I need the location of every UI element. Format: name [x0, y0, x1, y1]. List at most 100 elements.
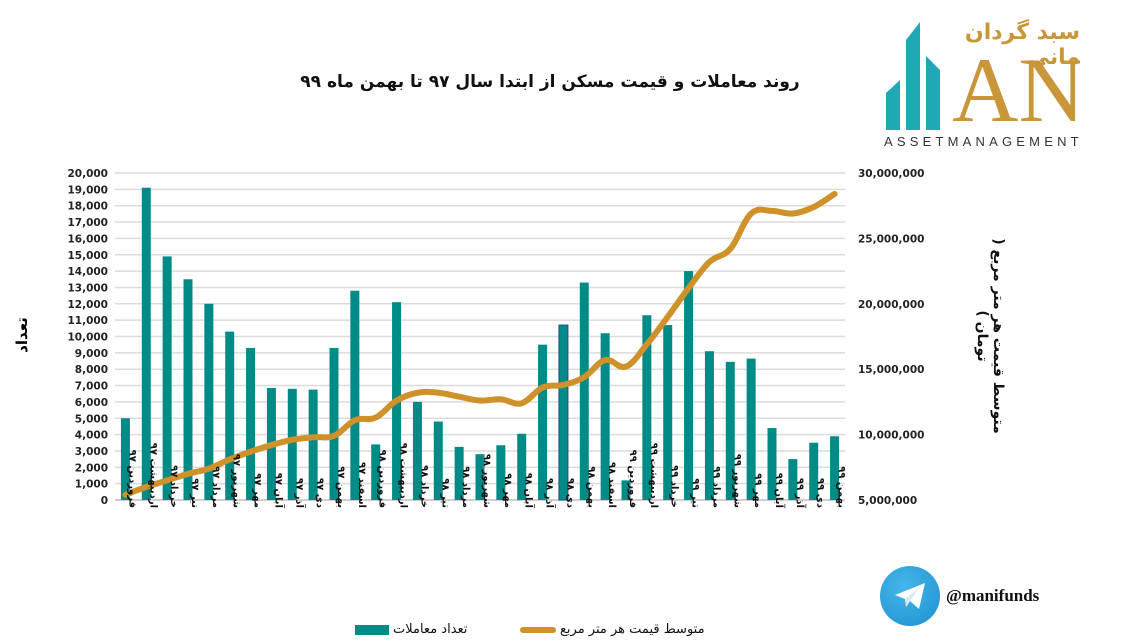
bar-17[interactable] [454, 446, 464, 500]
y-tick-label: 11,000 [67, 315, 108, 327]
bar-12[interactable] [350, 290, 360, 500]
bar-4[interactable] [183, 279, 193, 500]
y-tick-label: 20,000 [67, 168, 108, 180]
line-series [122, 190, 838, 498]
legend-line-label: متوسط قیمت هر متر مربع [560, 622, 705, 637]
bar-22[interactable] [558, 324, 569, 501]
y-tick-label: 8,000 [75, 364, 108, 376]
bar-29[interactable] [704, 351, 714, 500]
logo-bars-icon [886, 22, 940, 130]
bar-9[interactable] [287, 388, 297, 500]
y-tick-label: 13,000 [67, 282, 108, 294]
mani-logo: سبد گردان مانی ANI ASSETMANAGEMENT [880, 18, 1080, 153]
bar-11[interactable] [329, 347, 339, 500]
x-tick-label: دی ۹۸ [564, 478, 575, 508]
x-tick-label: شهریور ۹۸ [481, 454, 492, 508]
y-right-tick-label: 30,000,000 [858, 168, 924, 180]
x-tick-label: آبان ۹۷ [272, 473, 285, 509]
y-tick-label: 18,000 [67, 201, 108, 213]
logo-persian-name: سبد گردان مانی [964, 20, 1080, 70]
bar-6[interactable] [225, 331, 235, 500]
x-tick-label: خرداد ۹۹ [669, 465, 680, 508]
y-tick-label: 6,000 [75, 397, 108, 409]
bar-31[interactable] [746, 358, 756, 500]
bar-5[interactable] [204, 303, 214, 500]
x-tick-label: مرداد ۹۷ [210, 466, 221, 508]
y-tick-label: 15,000 [67, 250, 108, 262]
legend-item-bars: تعداد معاملات [355, 622, 467, 637]
bar-25[interactable] [621, 480, 631, 500]
y-tick-label: 0 [101, 495, 108, 507]
x-tick-label: فروردین ۹۹ [627, 450, 638, 508]
left-y-ticks: 0 1,000 2,000 3,000 4,000 5,000 6,000 7,000 8,00… [67, 168, 108, 507]
bar-28[interactable] [684, 271, 694, 500]
bar-21[interactable] [538, 344, 548, 500]
bar-32[interactable] [767, 428, 777, 500]
y-tick-label: 19,000 [67, 184, 108, 196]
bar-19[interactable] [496, 445, 506, 500]
x-tick-label: اردیبهشت ۹۸ [398, 443, 409, 508]
bar-20[interactable] [517, 433, 527, 500]
bar-7[interactable] [246, 347, 256, 500]
x-tick-label: فروردین ۹۷ [126, 450, 137, 508]
bar-3[interactable] [162, 256, 172, 500]
logo-subtitle: ASSETMANAGEMENT [884, 134, 1080, 149]
telegram-handle[interactable]: @manifunds [946, 586, 1040, 605]
y-tick-label: 12,000 [67, 299, 108, 311]
y-tick-label: 9,000 [75, 348, 108, 360]
x-tick-label: آذر ۹۷ [293, 478, 306, 509]
chart-title: روند معاملات و قیمت مسکن از ابتدا سال ۹۷… [300, 72, 800, 92]
telegram-icon[interactable] [880, 566, 940, 626]
y-right-tick-label: 20,000,000 [858, 299, 924, 311]
x-tick-label: خرداد ۹۸ [418, 465, 429, 508]
bar-35[interactable] [830, 436, 840, 500]
legend-bar-swatch [355, 624, 389, 635]
bar-26[interactable] [642, 315, 652, 500]
x-tick-label: خرداد ۹۷ [168, 465, 179, 508]
y-tick-label: 17,000 [67, 217, 108, 229]
x-tick-label: تیر ۹۸ [439, 478, 450, 508]
x-tick-label: دی ۹۹ [815, 478, 826, 508]
bar-2[interactable] [141, 187, 151, 500]
x-tick-label: مهر ۹۷ [252, 473, 263, 508]
legend-line-swatch [520, 626, 556, 633]
logo-brand-letters: ANI [952, 39, 1080, 141]
bar-34[interactable] [809, 442, 819, 500]
bar-30[interactable] [725, 361, 735, 500]
y-tick-label: 5,000 [75, 413, 108, 425]
x-tick-label: اسفند ۹۸ [606, 462, 617, 508]
y-right-tick-label: 25,000,000 [858, 233, 924, 245]
bar-23[interactable] [579, 282, 589, 500]
bar-33[interactable] [788, 459, 798, 500]
x-tick-label: اردیبهشت ۹۹ [648, 443, 659, 508]
bar-1[interactable] [120, 418, 130, 500]
x-tick-label: بهمن ۹۸ [585, 466, 596, 508]
legend-bar-label: تعداد معاملات [393, 622, 468, 637]
price-line[interactable] [122, 190, 838, 498]
telegram-channel[interactable]: @manifunds [880, 566, 1039, 626]
x-tick-label: شهریور ۹۷ [231, 454, 242, 508]
bar-13[interactable] [371, 444, 381, 500]
bar-16[interactable] [433, 421, 443, 500]
bar-27[interactable] [663, 325, 673, 500]
x-tick-labels: فروردین ۹۷ اردیبهشت ۹۷ خرداد ۹۷ تیر ۹۷ مرداد… [126, 443, 846, 509]
y-right-tick-label: 15,000,000 [858, 364, 924, 376]
bar-24[interactable] [600, 333, 610, 500]
y-tick-label: 14,000 [67, 266, 108, 278]
gridlines [115, 172, 845, 501]
x-tick-label: فروردین ۹۸ [377, 450, 388, 508]
bar-10[interactable] [308, 389, 318, 500]
x-tick-label: مرداد ۹۹ [710, 466, 721, 508]
x-tick-label: آبان ۹۸ [523, 473, 536, 509]
y-tick-label: 10,000 [67, 332, 108, 344]
y-tick-label: 3,000 [75, 446, 108, 458]
x-tick-label: مهر ۹۸ [502, 473, 513, 508]
legend-item-line: متوسط قیمت هر متر مربع [520, 622, 705, 637]
x-tick-label: تیر ۹۷ [189, 478, 200, 508]
x-tick-label: اردیبهشت ۹۷ [147, 443, 158, 508]
x-tick-label: آذر ۹۹ [794, 478, 807, 509]
bar-18[interactable] [475, 454, 485, 500]
right-y-ticks: 5,000,000 10,000,000 15,000,000 20,000,000 2… [858, 168, 924, 507]
bar-15[interactable] [412, 401, 422, 500]
